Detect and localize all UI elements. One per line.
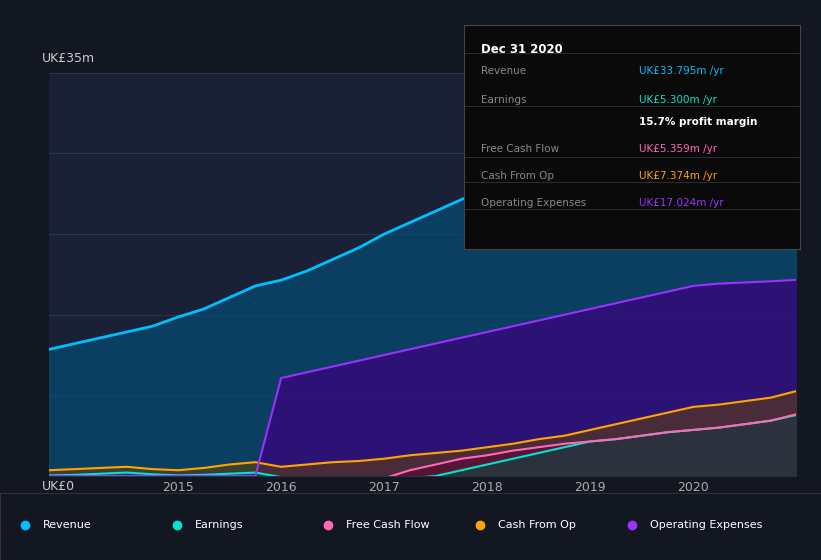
Text: Free Cash Flow: Free Cash Flow xyxy=(346,520,430,530)
Text: UK£17.024m /yr: UK£17.024m /yr xyxy=(639,198,723,208)
Text: Free Cash Flow: Free Cash Flow xyxy=(481,144,559,154)
Text: Revenue: Revenue xyxy=(481,66,525,76)
Text: Revenue: Revenue xyxy=(43,520,91,530)
Text: UK£35m: UK£35m xyxy=(42,52,95,65)
Text: UK£5.359m /yr: UK£5.359m /yr xyxy=(639,144,717,154)
Text: UK£7.374m /yr: UK£7.374m /yr xyxy=(639,171,717,181)
Text: UK£0: UK£0 xyxy=(42,480,75,493)
Text: Operating Expenses: Operating Expenses xyxy=(650,520,763,530)
Text: Cash From Op: Cash From Op xyxy=(498,520,576,530)
Text: Earnings: Earnings xyxy=(481,95,526,105)
Text: Operating Expenses: Operating Expenses xyxy=(481,198,586,208)
Text: UK£33.795m /yr: UK£33.795m /yr xyxy=(639,66,723,76)
Text: Cash From Op: Cash From Op xyxy=(481,171,553,181)
Text: UK£5.300m /yr: UK£5.300m /yr xyxy=(639,95,717,105)
Text: Earnings: Earnings xyxy=(195,520,243,530)
Text: Dec 31 2020: Dec 31 2020 xyxy=(481,43,562,56)
Text: 15.7% profit margin: 15.7% profit margin xyxy=(639,117,757,127)
